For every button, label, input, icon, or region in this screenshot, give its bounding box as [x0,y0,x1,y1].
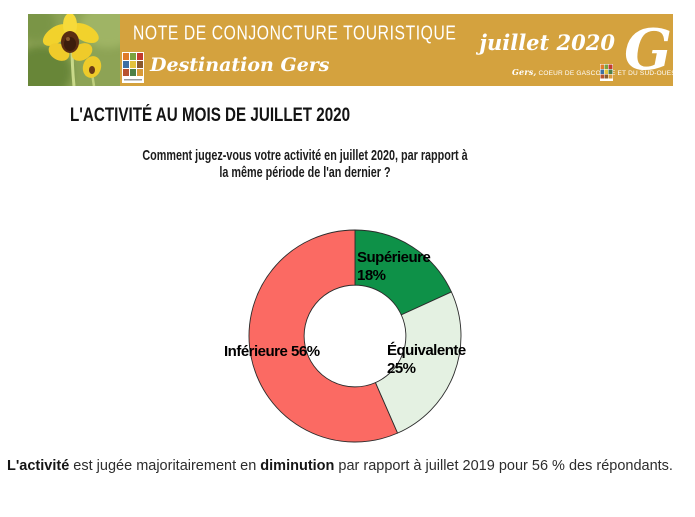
chart-question-line1: Comment jugez-vous votre activité en jui… [142,147,468,164]
brand-name: Destination Gers [150,54,330,76]
donut-slice-équivalente [374,291,462,434]
slice-label-equivalente-pct: 25% [387,360,416,377]
summary-mid: est jugée majoritairement en [69,458,261,474]
summary-suffix: par rapport à juillet 2019 pour 56 % des… [334,458,673,474]
summary-paragraph: L'activité est jugée majoritairement en … [7,454,685,479]
slice-label-superieure: Supérieure 18% [357,249,431,285]
chart-question-line2: la même période de l'an dernier ? [219,164,391,181]
issue-date: juillet 2020 [479,30,615,55]
slice-label-inferieure-full: Inférieure 56% [224,343,320,360]
header-banner: NOTE DE CONJONCTURE TOURISTIQUE Destinat… [28,14,680,86]
donut-chart-area [244,225,466,447]
section-title: L'ACTIVITÉ AU MOIS DE JUILLET 2020 [70,105,351,126]
gers-g-monogram: G [624,17,672,83]
bee-orchid-photo-illustration [28,14,120,86]
note-title: NOTE DE CONJONCTURE TOURISTIQUE [133,23,457,45]
summary-bold-activite: L'activité [7,458,70,474]
slice-label-superieure-name: Supérieure [357,249,431,266]
destination-gers-logo [122,52,144,83]
summary-bold-diminution: diminution [260,458,335,474]
donut-slice-supérieure [354,229,453,316]
slice-label-equivalente-name: Équivalente [387,342,466,359]
slice-label-inferieure: Inférieure 56% [224,343,320,361]
chart-question: Comment jugez-vous votre activité en jui… [89,147,521,181]
donut-chart [248,229,462,443]
header-photo [28,14,120,86]
tagline-mini-logo [600,64,613,81]
tagline-script: Gers, [512,67,537,77]
slice-label-superieure-pct: 18% [357,267,386,284]
donut-slice-inférieure [248,229,399,443]
slice-label-equivalente: Équivalente 25% [387,342,466,378]
